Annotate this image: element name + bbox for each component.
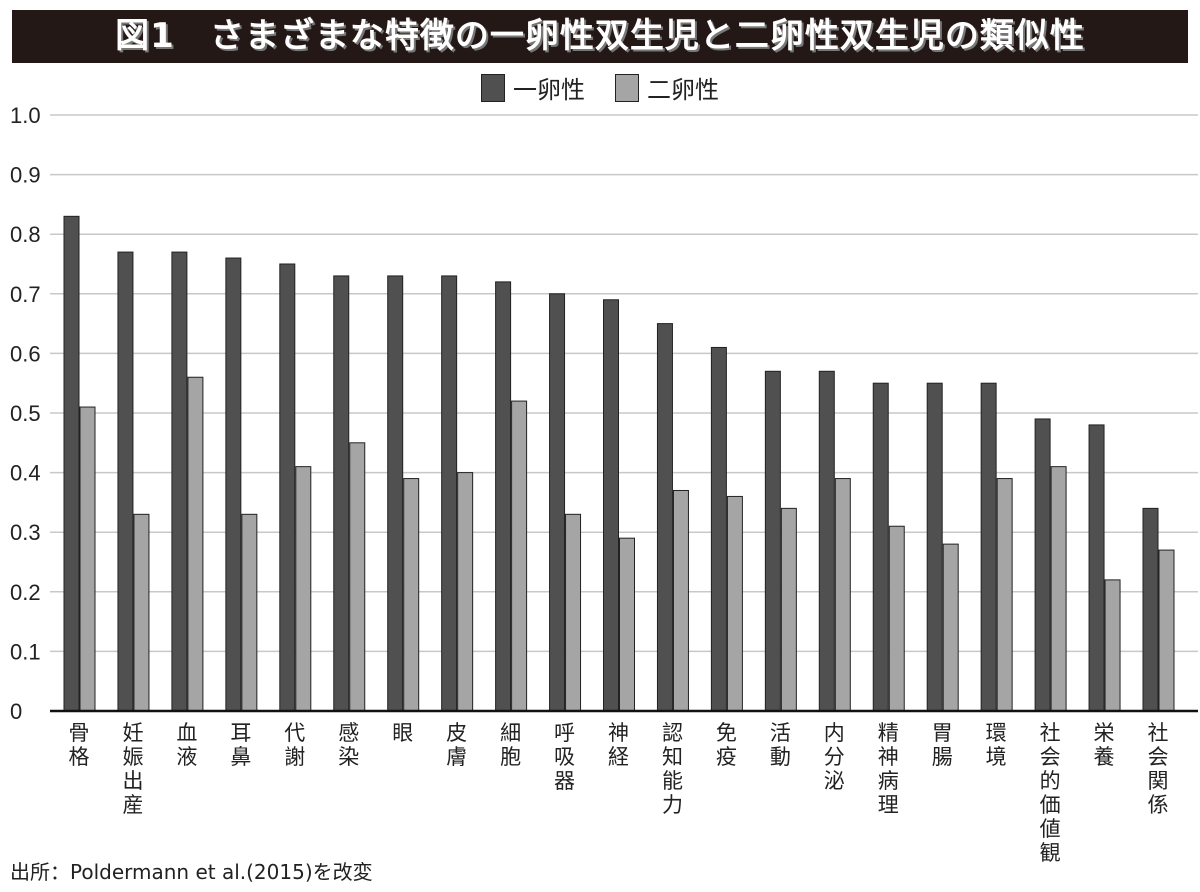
bar-series-2 (241, 513, 258, 712)
x-tick-label: 代謝 (284, 721, 305, 769)
bar-series-1 (333, 275, 350, 712)
bar-series-2 (996, 478, 1013, 712)
bar-series-2 (187, 376, 204, 712)
legend-item-series-1: 一卵性 (481, 70, 585, 105)
bar-series-1 (279, 263, 296, 712)
bar-series-1 (441, 275, 458, 712)
x-tick-label: 社会的価値観 (1040, 721, 1061, 865)
legend-item-series-2: 二卵性 (615, 70, 719, 105)
bar-series-1 (764, 370, 781, 712)
y-tick-label: 0.3 (10, 520, 41, 545)
bar-series-1 (980, 382, 997, 712)
legend-swatch-series-2 (615, 73, 639, 102)
bar-series-2 (133, 513, 150, 712)
y-tick-label: 0.4 (10, 461, 41, 486)
bar-series-1 (225, 257, 242, 712)
x-tick-label: 精神病理 (878, 721, 899, 817)
bar-series-2 (565, 513, 582, 712)
bar-series-2 (780, 507, 797, 712)
legend-label-series-1: 一卵性 (513, 76, 585, 104)
x-tick-label: 社会関係 (1148, 721, 1169, 817)
y-tick-label: 0.9 (10, 163, 41, 188)
x-tick-label: 皮膚 (446, 721, 467, 769)
x-tick-label: 活動 (770, 721, 791, 769)
bar-series-1 (63, 215, 80, 712)
bar-series-2 (79, 406, 96, 712)
bar-series-2 (726, 495, 743, 712)
bar-series-2 (672, 489, 689, 712)
y-tick-label: 0.7 (10, 282, 41, 307)
y-tick-label: 0.8 (10, 222, 41, 247)
bar-series-1 (926, 382, 943, 712)
bar-series-2 (1050, 466, 1067, 712)
bar-series-1 (495, 281, 512, 712)
y-tick-label: 0.6 (10, 341, 41, 366)
x-tick-label: 呼吸器 (554, 721, 575, 793)
x-tick-label: 細胞 (500, 721, 521, 769)
x-tick-label: 栄養 (1094, 721, 1115, 769)
x-tick-label: 血液 (176, 721, 197, 769)
chart-title: 図1 さまざまな特徴の一卵性双生児と二卵性双生児の類似性 (12, 10, 1188, 63)
bar-series-2 (457, 472, 474, 712)
y-tick-label: 1.0 (10, 103, 41, 128)
bar-series-2 (349, 442, 366, 712)
x-tick-label: 認知能力 (662, 721, 683, 817)
bar-series-2 (511, 400, 528, 712)
bar-series-1 (117, 251, 134, 712)
x-tick-label: 環境 (986, 721, 1007, 769)
bar-series-2 (403, 478, 420, 712)
y-tick-label: 0.1 (10, 639, 41, 664)
y-tick-label: 0.5 (10, 401, 41, 426)
bar-series-2 (942, 543, 959, 712)
legend: 一卵性 二卵性 (0, 70, 1200, 105)
bar-series-1 (1142, 507, 1159, 712)
bar-series-1 (171, 251, 188, 712)
bar-series-1 (818, 370, 835, 712)
bar-series-2 (619, 537, 635, 712)
source-note: 出所：Poldermann et al.(2015)を改変 (10, 860, 373, 884)
bar-series-1 (387, 275, 404, 712)
bar-series-1 (710, 346, 727, 712)
bar-series-2 (834, 478, 851, 712)
x-tick-label: 胃腸 (932, 721, 953, 769)
x-tick-label: 免疫 (716, 721, 737, 769)
y-tick-label: 0 (10, 699, 22, 724)
bar-series-2 (295, 466, 312, 712)
bar-series-1 (603, 299, 619, 712)
x-tick-label: 耳鼻 (230, 721, 251, 769)
bar-series-1 (1034, 418, 1051, 712)
bar-series-2 (888, 525, 905, 712)
x-tick-label: 内分泌 (824, 721, 845, 793)
bar-series-1 (1088, 424, 1105, 712)
bar-series-2 (1104, 579, 1121, 712)
bar-series-1 (549, 293, 566, 712)
x-tick-label: 神経 (608, 721, 629, 769)
y-tick-label: 0.2 (10, 580, 41, 605)
x-tick-label: 妊娠出産 (122, 721, 143, 817)
bar-series-2 (1158, 549, 1175, 712)
legend-swatch-series-1 (481, 73, 505, 102)
x-tick-label: 眼 (392, 721, 413, 745)
bar-series-1 (872, 382, 889, 712)
x-tick-label: 骨格 (69, 721, 90, 769)
bar-series-1 (656, 323, 673, 712)
legend-label-series-2: 二卵性 (647, 76, 719, 104)
x-tick-label: 感染 (338, 721, 359, 769)
